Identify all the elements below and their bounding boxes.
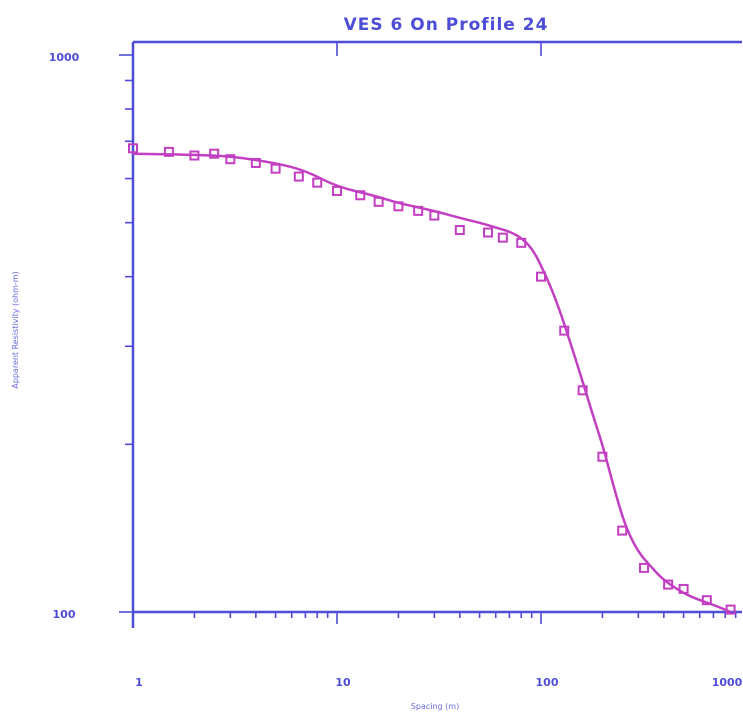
tick-labels: 1 10 100 1000 100 1000 [49,51,743,689]
data-point [454,225,465,236]
data-point [678,583,689,594]
axes [131,40,742,628]
data-point [577,385,588,396]
x-tick-label: 1000 [712,676,743,689]
x-tick-label: 100 [536,676,559,689]
model-curve-line [132,152,732,614]
data-point [516,237,527,248]
data-point [497,232,508,243]
y-tick-label: 1000 [49,51,80,64]
data-point [163,146,174,157]
data-point [355,190,366,201]
data-point [209,148,220,159]
y-axis-label: Apparent Resistivity (ohm-m) [11,271,20,388]
data-point [536,271,546,282]
data-point [332,185,342,196]
data-point [270,163,281,174]
data-point [312,177,323,188]
data-point [483,227,494,238]
data-point [393,201,404,212]
data-point [597,451,608,462]
x-tick-label: 10 [335,676,351,689]
data-point [293,171,304,182]
data-point [413,205,424,216]
data-point [617,525,628,536]
data-point [725,604,736,615]
data-point [373,196,384,207]
data-point [250,157,261,168]
data-point [701,595,712,606]
data-point [429,210,440,221]
data-point [639,562,650,573]
model-curve [132,152,732,614]
data-point [189,150,200,161]
chart-title: VES 6 On Profile 24 [344,15,549,35]
data-point [128,143,138,154]
x-tick-label: 1 [135,676,143,689]
data-point [559,325,570,336]
x-axis-label: Spacing (m) [411,702,459,711]
observed-points [128,143,736,615]
tick-marks [119,42,737,624]
data-point [225,154,236,165]
y-tick-label: 100 [53,608,76,621]
data-point [663,579,674,590]
